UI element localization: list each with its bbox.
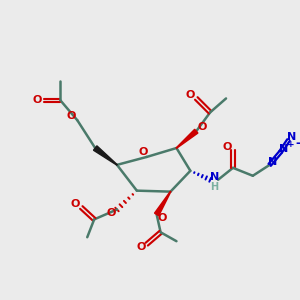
Text: N: N bbox=[268, 157, 277, 167]
Text: N: N bbox=[279, 144, 288, 154]
Text: O: O bbox=[198, 122, 207, 132]
Text: H: H bbox=[210, 182, 218, 192]
Text: O: O bbox=[222, 142, 232, 152]
Text: -: - bbox=[296, 136, 300, 150]
Text: O: O bbox=[158, 213, 167, 224]
Text: O: O bbox=[33, 95, 42, 105]
Text: O: O bbox=[106, 208, 116, 218]
Polygon shape bbox=[176, 129, 198, 148]
Text: O: O bbox=[186, 91, 195, 100]
Text: O: O bbox=[136, 242, 146, 252]
Text: N: N bbox=[209, 172, 219, 182]
Polygon shape bbox=[94, 146, 117, 165]
Text: +: + bbox=[287, 140, 294, 148]
Text: O: O bbox=[138, 147, 147, 157]
Text: O: O bbox=[67, 111, 76, 121]
Text: O: O bbox=[71, 199, 80, 208]
Text: N: N bbox=[287, 132, 296, 142]
Polygon shape bbox=[154, 191, 171, 216]
